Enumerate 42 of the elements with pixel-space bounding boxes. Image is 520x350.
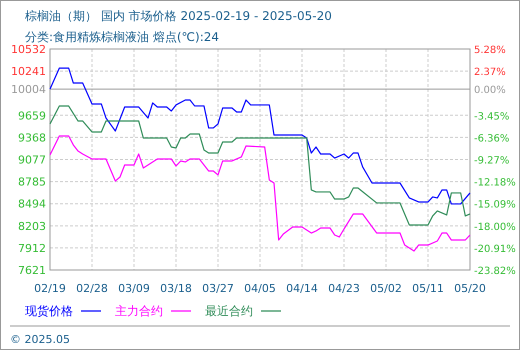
y2-tick-label: 0.00% <box>474 85 506 96</box>
y-tick-label: 8203 <box>18 220 46 233</box>
y2-tick-label: -18.00% <box>474 222 516 233</box>
text: © 2025.05 <box>10 333 70 346</box>
legend-label: 主力合约 <box>115 304 163 318</box>
y-tick-label: 9368 <box>18 131 46 144</box>
y2-tick-label: -23.82% <box>474 266 516 277</box>
x-tick-label: 03/18 <box>160 282 192 295</box>
y-tick-label: 10241 <box>11 65 46 78</box>
y-tick-label: 8494 <box>18 198 46 211</box>
line-series <box>49 135 471 252</box>
y2-tick-label: -9.27% <box>474 156 510 166</box>
y2-tick-label: 5.28% <box>474 45 506 56</box>
x-tick-label: 04/14 <box>286 282 318 295</box>
y-tick-label: 9077 <box>18 153 46 166</box>
legend-label: 现货价格 <box>25 304 73 318</box>
y2-tick-label: -6.36% <box>474 133 510 144</box>
y-tick-label: 7912 <box>18 242 46 255</box>
x-tick-label: 02/19 <box>34 282 66 295</box>
x-tick-label: 02/28 <box>76 282 108 295</box>
x-tick-label: 03/27 <box>202 282 234 295</box>
x-tick-label: 05/02 <box>370 282 402 295</box>
line-series <box>49 68 471 205</box>
y2-tick-label: -3.45% <box>474 111 510 122</box>
y2-tick-label: -12.18% <box>474 178 516 189</box>
chart-subtitle: 分类:食用精炼棕榈液油 熔点(℃):24 <box>25 30 220 44</box>
x-tick-label: 03/09 <box>118 282 150 295</box>
x-tick-label: 05/11 <box>412 282 444 295</box>
line-series <box>49 105 471 226</box>
y2-tick-label: 2.37% <box>474 67 506 78</box>
x-tick-label: 05/20 <box>454 282 486 295</box>
chart-title: 棕榈油（期） 国内 市场价格 2025-02-19 - 2025-05-20 <box>25 9 332 23</box>
ref-line-label: 10004 <box>11 83 46 96</box>
y-tick-label: 10532 <box>11 43 46 56</box>
y-tick-label: 9659 <box>18 109 46 122</box>
y-tick-label: 7621 <box>18 264 46 277</box>
x-tick-label: 04/05 <box>244 282 276 295</box>
y2-tick-label: -15.09% <box>474 200 516 211</box>
y2-tick-label: -20.91% <box>474 244 516 255</box>
x-tick-label: 04/23 <box>328 282 360 295</box>
legend-label: 最近合约 <box>205 304 253 318</box>
y-tick-label: 8785 <box>18 176 46 189</box>
